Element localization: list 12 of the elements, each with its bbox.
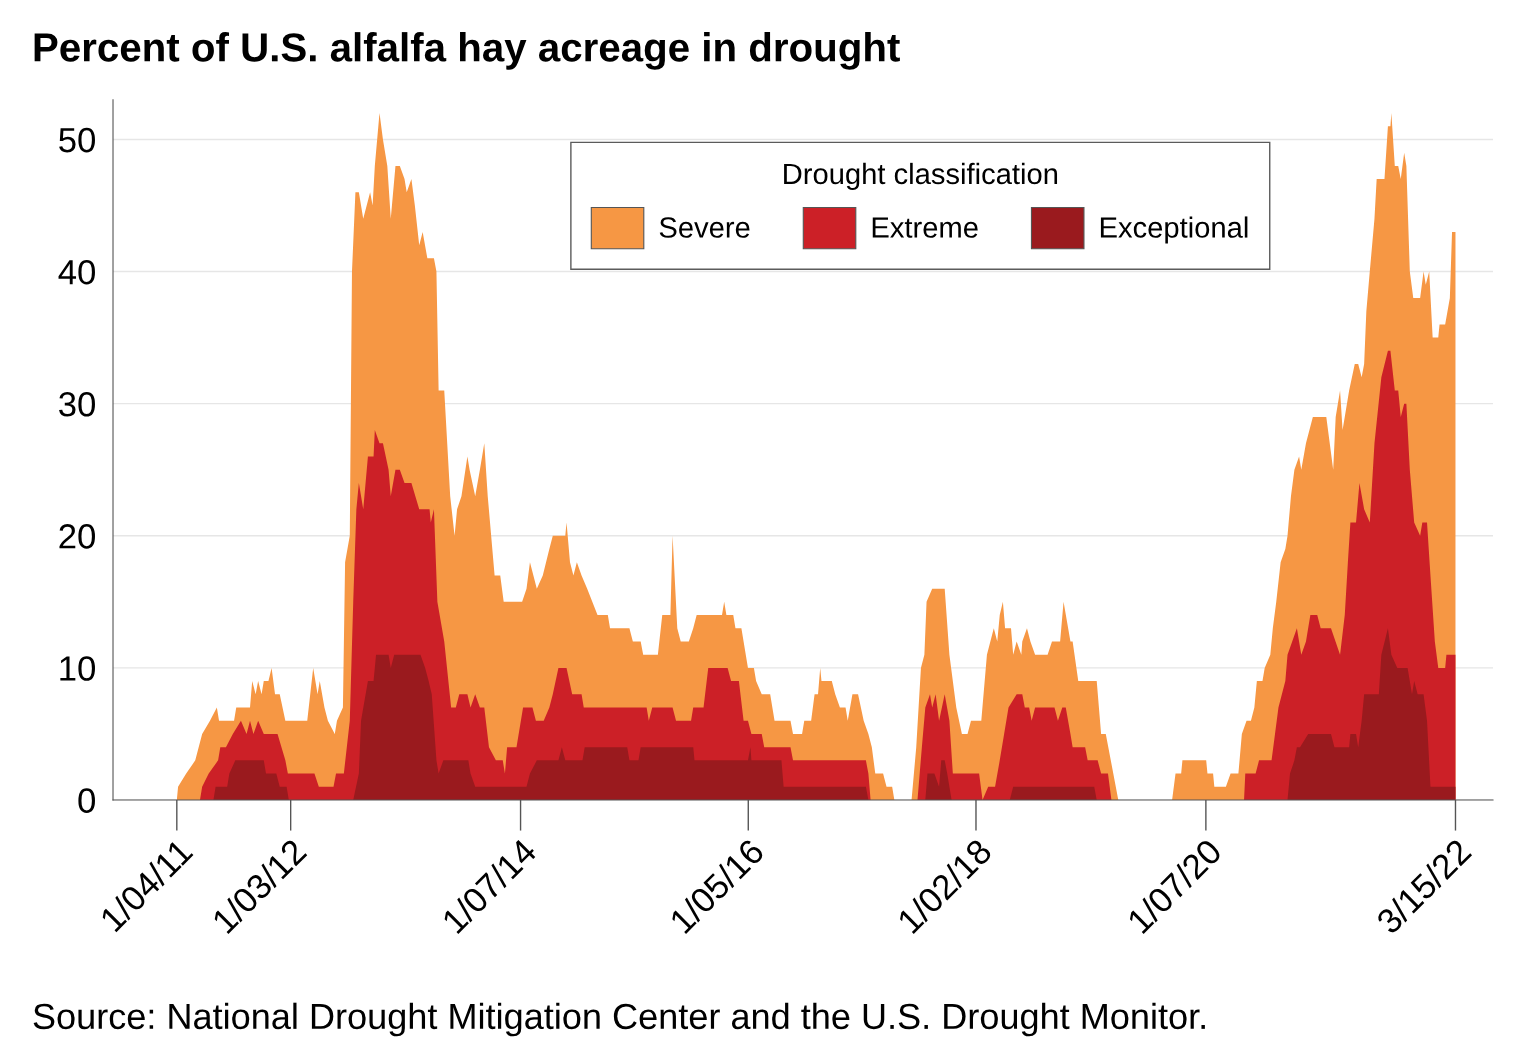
y-tick-label: 30 xyxy=(59,392,95,417)
legend-label: Exceptional xyxy=(1100,216,1248,244)
source-note: Source: National Drought Mitigation Center and the U.S. Drought Monitor. xyxy=(33,1002,1205,1037)
y-tick-label: 20 xyxy=(59,524,95,549)
y-tick-label: 10 xyxy=(60,656,95,681)
y-tick-label: 50 xyxy=(59,127,95,153)
chart-title: Percent of U.S. alfalfa hay acreage in drought xyxy=(34,32,900,70)
legend-label: Extreme xyxy=(872,217,978,238)
legend-label: Severe xyxy=(659,217,750,238)
legend-title: Drought classification xyxy=(784,162,1058,191)
y-tick-label: 40 xyxy=(58,259,95,285)
y-tick-label: 0 xyxy=(78,788,95,813)
